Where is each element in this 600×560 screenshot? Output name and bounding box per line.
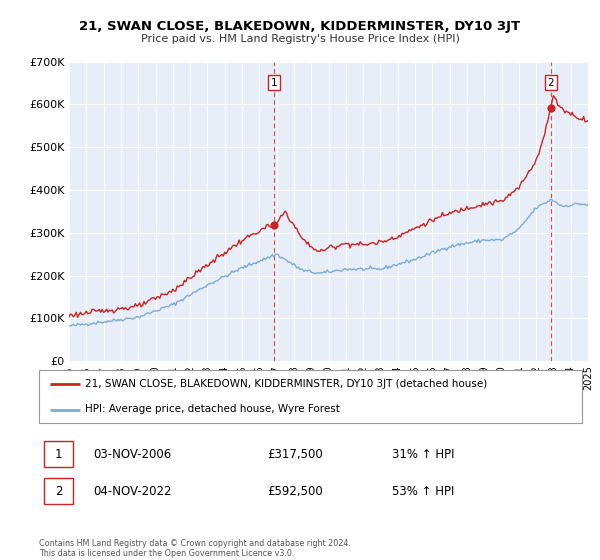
Text: 31% ↑ HPI: 31% ↑ HPI — [392, 448, 454, 461]
Text: 1: 1 — [271, 78, 277, 87]
Text: 04-NOV-2022: 04-NOV-2022 — [94, 485, 172, 498]
Text: Contains HM Land Registry data © Crown copyright and database right 2024.: Contains HM Land Registry data © Crown c… — [39, 539, 351, 548]
FancyBboxPatch shape — [39, 370, 582, 423]
Text: 2: 2 — [547, 78, 554, 87]
Text: Price paid vs. HM Land Registry's House Price Index (HPI): Price paid vs. HM Land Registry's House … — [140, 34, 460, 44]
Text: This data is licensed under the Open Government Licence v3.0.: This data is licensed under the Open Gov… — [39, 549, 295, 558]
Point — [269, 221, 278, 230]
Text: £592,500: £592,500 — [267, 485, 323, 498]
Text: 21, SWAN CLOSE, BLAKEDOWN, KIDDERMINSTER, DY10 3JT: 21, SWAN CLOSE, BLAKEDOWN, KIDDERMINSTER… — [79, 20, 521, 32]
Text: HPI: Average price, detached house, Wyre Forest: HPI: Average price, detached house, Wyre… — [85, 404, 340, 414]
Text: £317,500: £317,500 — [267, 448, 323, 461]
Text: 53% ↑ HPI: 53% ↑ HPI — [392, 485, 454, 498]
FancyBboxPatch shape — [44, 478, 73, 504]
Point — [546, 103, 556, 112]
Text: 03-NOV-2006: 03-NOV-2006 — [94, 448, 172, 461]
Text: 2: 2 — [55, 485, 62, 498]
Text: 21, SWAN CLOSE, BLAKEDOWN, KIDDERMINSTER, DY10 3JT (detached house): 21, SWAN CLOSE, BLAKEDOWN, KIDDERMINSTER… — [85, 380, 487, 390]
Text: 1: 1 — [55, 448, 62, 461]
FancyBboxPatch shape — [44, 441, 73, 467]
